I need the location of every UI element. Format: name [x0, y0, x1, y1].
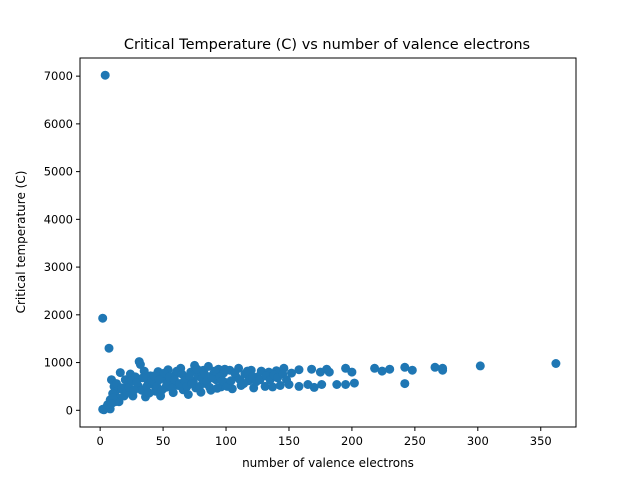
- x-tick-label: 100: [215, 434, 237, 448]
- data-point: [239, 379, 249, 389]
- x-axis-label: number of valence electrons: [242, 456, 414, 470]
- x-tick-label: 300: [467, 434, 489, 448]
- data-point: [324, 367, 334, 377]
- x-tick-label: 250: [404, 434, 426, 448]
- data-point: [347, 367, 357, 377]
- data-point: [332, 380, 342, 389]
- data-point: [307, 364, 317, 374]
- data-point: [275, 381, 285, 390]
- y-axis-label: Critical temperature (C): [14, 171, 28, 314]
- x-tick-label: 150: [278, 434, 300, 448]
- data-point: [230, 368, 240, 378]
- data-point: [135, 360, 145, 369]
- y-tick-label: 0: [66, 403, 73, 417]
- data-point: [309, 382, 319, 392]
- y-tick-label: 2000: [44, 308, 73, 322]
- y-tick-label: 4000: [44, 212, 73, 226]
- data-point: [139, 366, 149, 376]
- data-point: [138, 373, 148, 383]
- data-point: [107, 399, 116, 409]
- data-point: [317, 380, 327, 389]
- data-point: [115, 368, 125, 378]
- y-tick-label: 1000: [44, 356, 73, 370]
- data-point: [157, 385, 167, 395]
- x-axis-ticks: 0 50 100 150 200 250 300 350: [96, 427, 552, 448]
- data-point: [294, 365, 304, 375]
- data-point: [205, 382, 215, 392]
- data-point: [212, 383, 222, 393]
- data-point: [167, 383, 177, 393]
- data-point: [400, 379, 410, 389]
- data-point: [268, 382, 278, 392]
- data-point: [104, 343, 114, 353]
- data-point: [438, 363, 448, 373]
- data-point: [341, 380, 351, 389]
- data-point: [385, 364, 395, 374]
- y-tick-label: 5000: [44, 165, 73, 179]
- data-point: [203, 361, 213, 371]
- data-point: [132, 378, 142, 388]
- chart-title: Critical Temperature (C) vs number of va…: [124, 37, 530, 53]
- x-tick-label: 0: [96, 434, 103, 448]
- data-point: [187, 379, 197, 389]
- data-point: [430, 362, 440, 372]
- data-point: [287, 368, 296, 378]
- data-point: [370, 363, 380, 373]
- data-point: [144, 388, 154, 398]
- data-point: [242, 366, 252, 376]
- data-points: [98, 70, 561, 415]
- data-point: [260, 381, 270, 391]
- data-point: [129, 385, 139, 395]
- data-point: [475, 361, 485, 371]
- data-point: [154, 375, 164, 385]
- y-axis-ticks: 0 1000 2000 3000 4000 5000 6000 7000: [44, 69, 80, 417]
- data-point: [192, 364, 202, 374]
- data-point: [282, 375, 291, 385]
- data-point: [407, 365, 417, 375]
- data-point: [226, 376, 236, 386]
- data-point: [183, 390, 193, 399]
- plot-frame: [79, 57, 577, 428]
- data-point: [551, 359, 561, 368]
- data-point: [294, 381, 304, 391]
- data-point: [98, 313, 108, 323]
- x-tick-label: 200: [341, 434, 363, 448]
- y-tick-label: 7000: [44, 69, 73, 83]
- data-point: [349, 378, 359, 388]
- data-point: [185, 371, 194, 381]
- data-point: [195, 381, 205, 391]
- y-tick-label: 3000: [44, 260, 73, 274]
- data-point: [377, 366, 387, 376]
- data-point: [220, 364, 230, 374]
- y-tick-label: 6000: [44, 117, 73, 131]
- data-point: [100, 70, 110, 80]
- x-tick-label: 350: [530, 434, 552, 448]
- x-tick-label: 50: [156, 434, 171, 448]
- data-point: [400, 362, 410, 372]
